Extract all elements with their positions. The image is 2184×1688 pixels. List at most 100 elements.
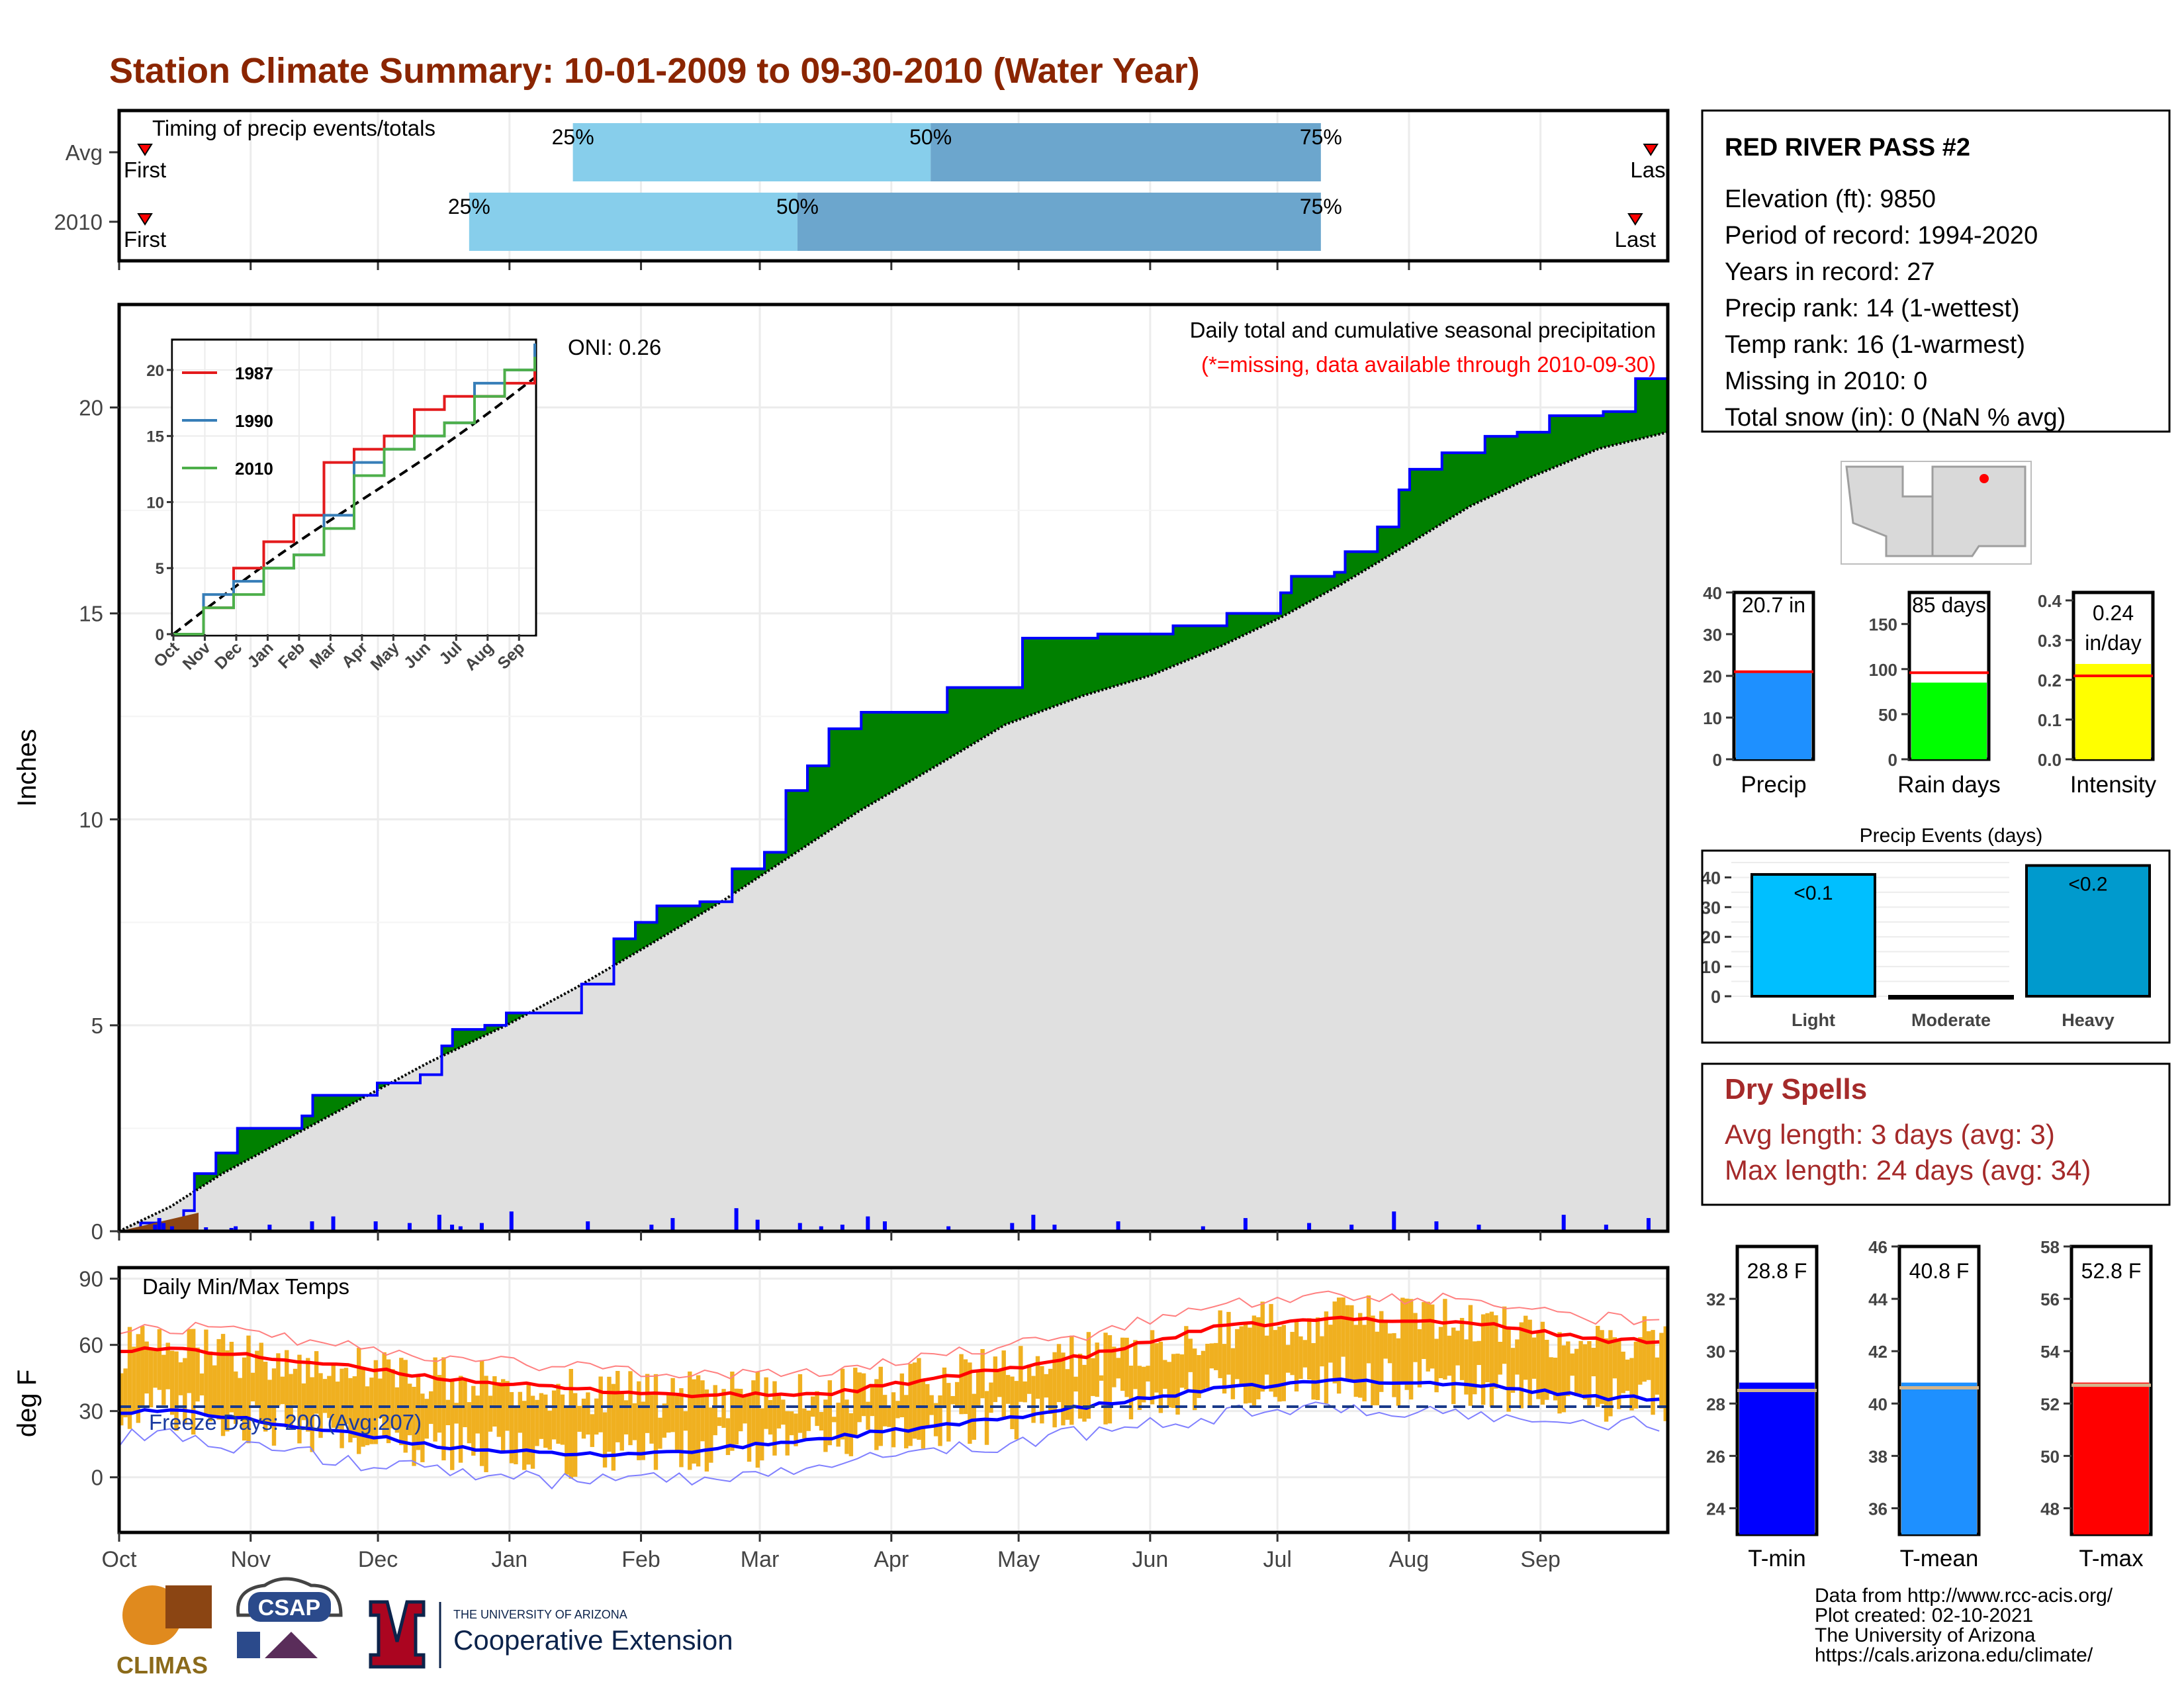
daily-temp-range-bar (165, 1342, 170, 1389)
page-title: Station Climate Summary: 10-01-2009 to 0… (109, 51, 1200, 91)
daily-temp-range-bar (1336, 1297, 1342, 1394)
daily-temp-range-bar (475, 1395, 480, 1434)
daily-temp-range-bar (174, 1351, 179, 1431)
daily-temp-range-bar (857, 1372, 862, 1423)
daily-temp-range-bar (1480, 1314, 1486, 1405)
daily-temp-range-bar (412, 1387, 416, 1466)
daily-temp-range-bar (331, 1365, 336, 1428)
daily-temp-range-bar (1646, 1331, 1651, 1380)
timing-bar-q3 (797, 193, 1321, 251)
daily-temp-range-bar (1273, 1330, 1278, 1397)
daily-temp-range-bar (594, 1398, 599, 1435)
temp-y-tick-label: 0 (91, 1466, 103, 1490)
inset-lines (172, 343, 536, 635)
temp-bar-tick-label: 38 (1868, 1446, 1888, 1466)
daily-temp-range-bar (1494, 1315, 1498, 1389)
month-label: Sep (1520, 1547, 1561, 1572)
events-category-label: Moderate (1911, 1010, 1991, 1030)
daily-temp-range-bar (836, 1402, 841, 1447)
mini-bar-tick-label: 0.3 (2038, 631, 2062, 651)
daily-precip-bar (840, 1225, 844, 1231)
daily-temp-range-bar (1527, 1319, 1532, 1407)
daily-temp-range-bar (212, 1365, 217, 1417)
daily-temp-range-bar (1531, 1337, 1537, 1379)
daily-temp-range-bar (1116, 1358, 1120, 1379)
month-label: Jan (491, 1547, 527, 1572)
mini-bar-value: 20.7 in (1742, 593, 1805, 617)
daily-precip-bar (755, 1219, 760, 1231)
temp-summary-bars: 28.8 F T-min 24 26 28 30 32 40.8 F T-mean 36 38 40 4… (1706, 1237, 2153, 1571)
csap-wordmark: CSAP (258, 1595, 320, 1620)
daily-temp-range-bar (1349, 1305, 1354, 1382)
daily-temp-range-bar (1617, 1340, 1621, 1409)
events-bar-label: <0.1 (1794, 882, 1833, 904)
daily-temp-range-bar (1035, 1356, 1040, 1399)
daily-temp-range-bar (1358, 1313, 1363, 1398)
daily-temp-range-bar (195, 1347, 200, 1402)
daily-temp-range-bar (488, 1395, 493, 1432)
temp-bar-tick-label: 52 (2040, 1394, 2060, 1414)
daily-temp-range-bar (1320, 1336, 1324, 1367)
temp-bar-value: 28.8 F (1747, 1259, 1807, 1283)
daily-temp-range-bar (1434, 1338, 1439, 1393)
daily-temp-range-bar (692, 1379, 696, 1464)
daily-temp-range-bar (297, 1354, 302, 1444)
temp-bar-value: 52.8 F (2081, 1259, 2142, 1283)
temp-bar-tick-label: 42 (1868, 1342, 1888, 1362)
daily-temp-range-bar (1557, 1332, 1562, 1414)
mini-bar-tick-label: 100 (1869, 660, 1897, 680)
daily-temp-range-bar (551, 1390, 557, 1440)
daily-temp-range-bar (526, 1385, 531, 1465)
temp-bar-tick-label: 26 (1706, 1446, 1725, 1466)
precip-y-axis: 0 5 10 15 20 (79, 396, 1542, 1244)
daily-temp-range-bar (1587, 1340, 1592, 1407)
temp-bar-fill (2073, 1382, 2149, 1534)
daily-precip-bar (1031, 1215, 1036, 1231)
daily-precip-bar (1052, 1225, 1057, 1231)
daily-temp-range-bar (1014, 1381, 1019, 1440)
daily-precip-bar (407, 1223, 412, 1231)
daily-temp-range-bar (993, 1356, 998, 1403)
daily-temp-range-bar (641, 1401, 645, 1460)
daily-temp-range-bar (1633, 1341, 1639, 1409)
daily-temp-range-bar (1477, 1340, 1481, 1366)
daily-temp-range-bar (1302, 1340, 1308, 1368)
daily-temp-range-bar (1133, 1340, 1138, 1389)
daily-temp-range-bar (1158, 1341, 1163, 1413)
daily-precip-bar (946, 1226, 951, 1231)
daily-temp-range-bar (314, 1351, 319, 1414)
daily-temp-range-bar (662, 1403, 667, 1438)
daily-temp-range-bar (1608, 1330, 1613, 1417)
month-label: May (997, 1547, 1040, 1572)
temp-bar-value: 40.8 F (1909, 1259, 1970, 1283)
mini-bar-tick-label: 10 (1703, 708, 1722, 728)
daily-temp-range-bar (169, 1350, 175, 1415)
daily-temp-range-bar (148, 1347, 154, 1408)
daily-temp-range-bar (1061, 1352, 1066, 1426)
daily-temp-range-bar (1197, 1355, 1201, 1398)
month-label: Jul (1263, 1547, 1291, 1572)
mini-bar-fill (2075, 664, 2151, 759)
daily-temp-range-bar (1175, 1353, 1180, 1415)
daily-temp-range-bar (1269, 1303, 1273, 1392)
month-label: Dec (358, 1547, 398, 1572)
last-marker-icon (1627, 213, 1643, 226)
daily-precip-bar (882, 1221, 887, 1231)
daily-temp-range-bar (123, 1368, 128, 1418)
daily-temp-range-bar (285, 1350, 289, 1428)
daily-temp-range-bar (674, 1396, 680, 1452)
daily-temp-range-bar (220, 1334, 226, 1436)
daily-precip-bar (866, 1216, 870, 1231)
daily-temp-range-bar (1362, 1325, 1367, 1401)
record-low-line (118, 1401, 1660, 1490)
daily-temp-range-bar (1260, 1301, 1265, 1392)
daily-temp-range-bar (933, 1403, 938, 1436)
daily-temp-range-bar (1468, 1305, 1473, 1406)
daily-temp-range-bar (1604, 1338, 1609, 1422)
daily-temp-range-bar (157, 1329, 162, 1390)
daily-temp-range-bar (365, 1386, 370, 1446)
mini-bar-tick-label: 30 (1703, 625, 1722, 645)
precip-panel: 0 5 10 15 20 Daily total and cumulative seas… (13, 303, 1670, 1244)
